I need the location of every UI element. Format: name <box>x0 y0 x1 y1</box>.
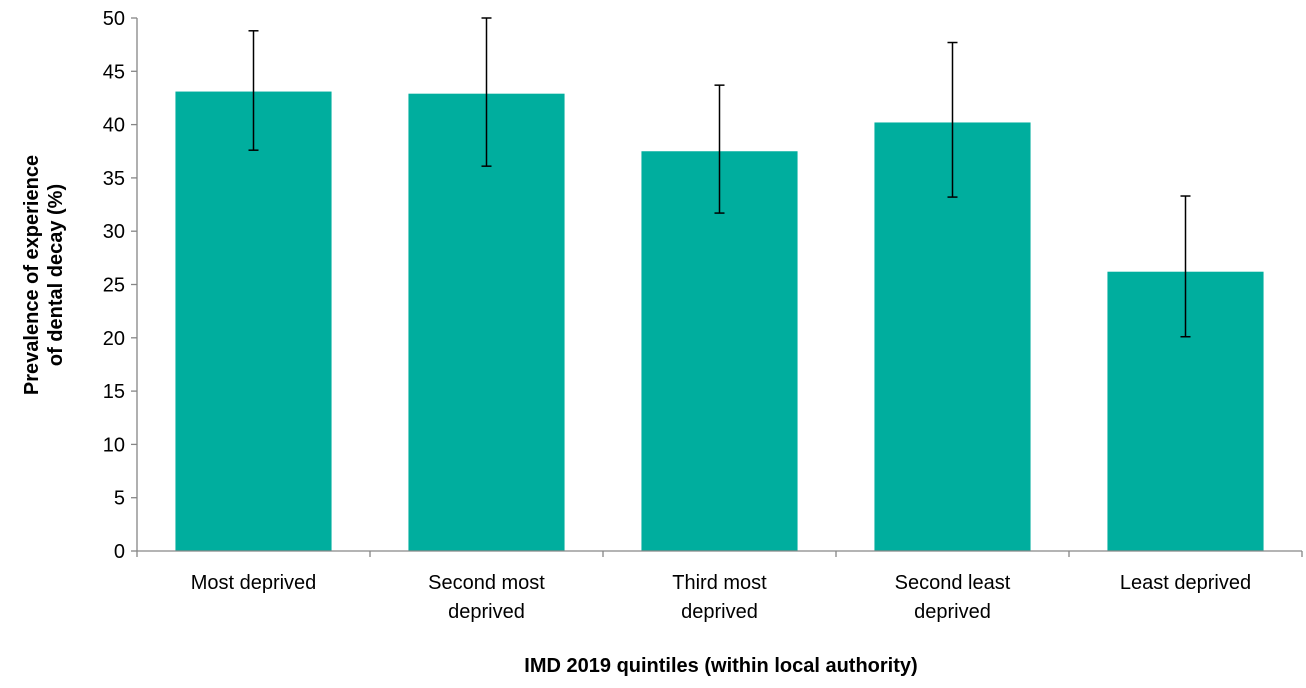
y-axis-title: Prevalence of experience of dental decay … <box>21 155 67 395</box>
axes <box>136 18 1303 557</box>
y-tick-label: 10 <box>103 434 125 456</box>
x-tick-label: Least deprived <box>1120 572 1251 594</box>
y-axis-title-line: of dental decay (%) <box>45 184 67 366</box>
x-axis-ticks: Most deprived Second most deprived Third mo… <box>191 572 1251 623</box>
x-tick-label: Most deprived <box>191 572 317 594</box>
y-tick-label: 50 <box>103 8 125 30</box>
x-axis-title: IMD 2019 quintiles (within local authori… <box>524 655 917 677</box>
y-tick-label: 5 <box>114 488 125 510</box>
bars <box>175 91 1264 551</box>
y-tick-label: 30 <box>103 221 125 243</box>
y-tick-label: 15 <box>103 381 125 403</box>
x-tick-label: Second most <box>428 572 545 594</box>
y-tick-label: 25 <box>103 275 125 297</box>
error-bars <box>248 17 1191 338</box>
bar <box>641 151 798 551</box>
x-tick-label: deprived <box>914 601 991 623</box>
y-axis-title-line: Prevalence of experience <box>21 155 43 395</box>
y-tick-label: 20 <box>103 328 125 350</box>
y-axis-ticks: 0 5 10 15 20 25 30 35 40 45 50 <box>103 8 137 563</box>
y-tick-label: 45 <box>103 61 125 83</box>
y-tick-label: 40 <box>103 115 125 137</box>
bar <box>408 93 565 551</box>
x-tick-label: Third most <box>672 572 767 594</box>
bar <box>175 91 332 551</box>
x-tick-label: Second least <box>895 572 1011 594</box>
y-tick-label: 0 <box>114 541 125 563</box>
x-tick-label: deprived <box>448 601 525 623</box>
y-tick-label: 35 <box>103 168 125 190</box>
x-tick-label: deprived <box>681 601 758 623</box>
